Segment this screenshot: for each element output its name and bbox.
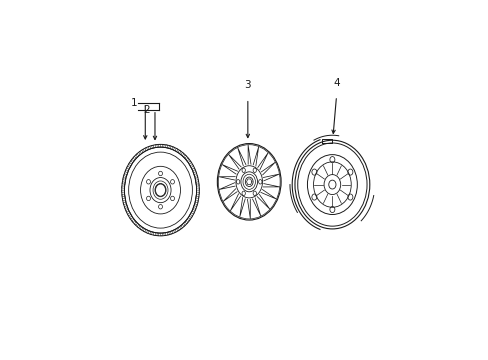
Text: 1: 1 — [130, 98, 137, 108]
Text: 3: 3 — [244, 80, 251, 90]
Text: 4: 4 — [332, 77, 339, 87]
Text: 2: 2 — [143, 105, 149, 115]
